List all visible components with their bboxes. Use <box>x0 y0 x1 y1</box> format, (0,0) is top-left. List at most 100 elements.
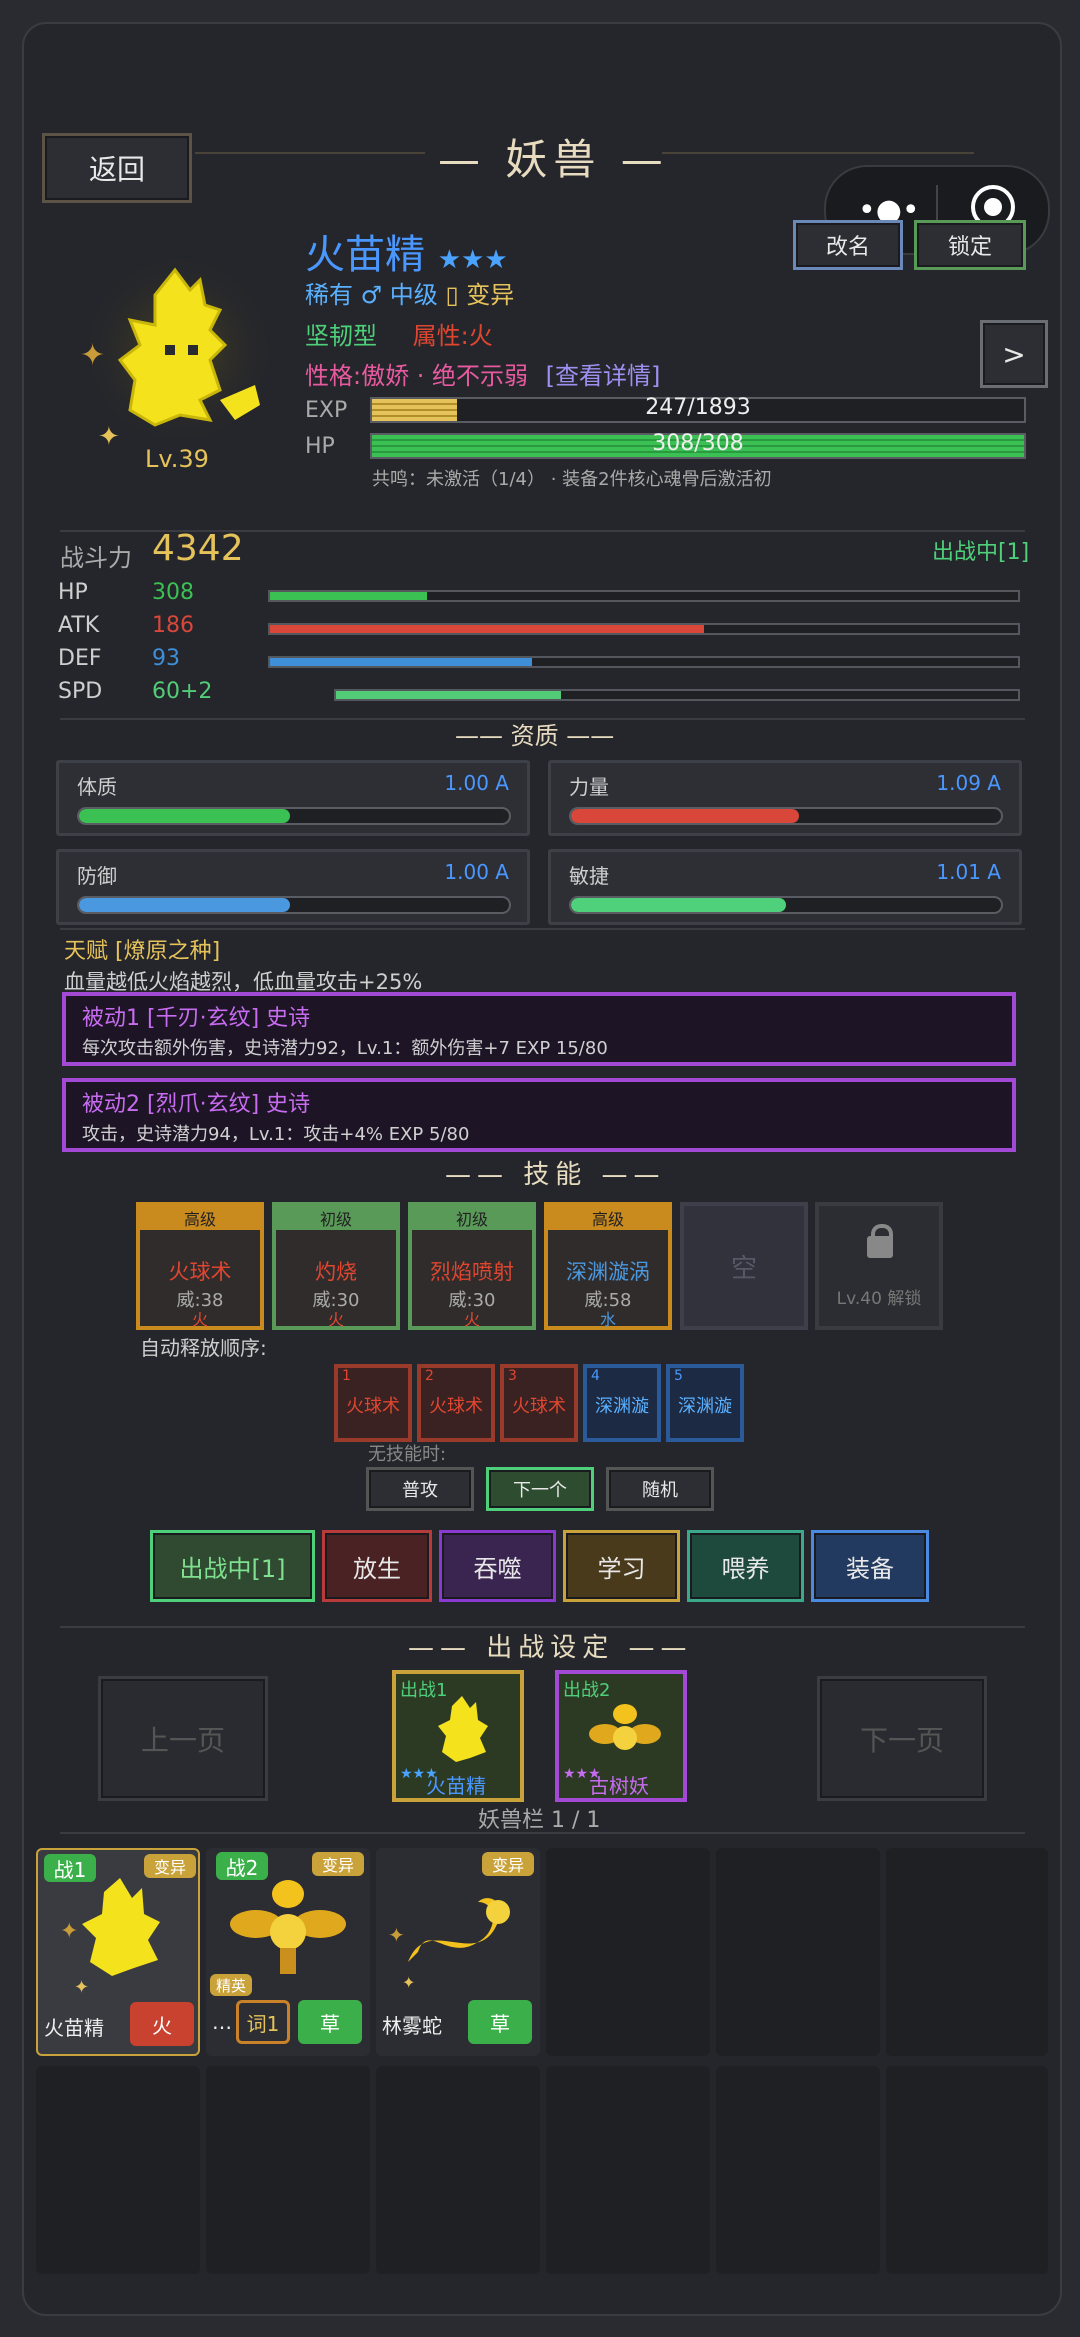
prev-page-button[interactable]: 上一页 <box>98 1676 268 1801</box>
noskill-random-option[interactable]: 随机 <box>606 1467 714 1511</box>
aptitude-title: —— 资质 —— <box>455 722 615 750</box>
stat-bar <box>268 623 1020 635</box>
passive-card-1[interactable]: 被动1 [千刃·玄纹] 史诗 每次攻击额外伤害，史诗潜力92，Lv.1：额外伤害… <box>62 992 1016 1066</box>
noskill-next-option[interactable]: 下一个 <box>486 1467 594 1511</box>
order-number: 3 <box>508 1368 517 1384</box>
pet-tags: 稀有 ♂ 中级 ▯ 变异 <box>305 275 514 310</box>
battle-badge: 战2 <box>216 1852 268 1880</box>
noskill-attack-option[interactable]: 普攻 <box>366 1467 474 1511</box>
learn-button[interactable]: 学习 <box>563 1530 680 1602</box>
prev-label: 上一页 <box>140 1723 225 1757</box>
aptitude-bar-fill <box>571 809 799 823</box>
stat-bar <box>334 689 1020 701</box>
skill-name: 深渊漩涡 <box>566 1260 650 1284</box>
order-item[interactable]: 3 火球术 <box>500 1364 578 1442</box>
order-skill-name: 火球术 <box>512 1396 566 1417</box>
roster-slot-empty <box>546 1848 710 2056</box>
battle-slot-1[interactable]: 出战1 ★★★ 火苗精 <box>392 1670 524 1802</box>
back-button[interactable]: 返回 <box>42 133 192 203</box>
roster-slot-empty <box>886 1848 1048 2056</box>
personality-label: 性格:傲娇 · 绝不示弱 <box>305 362 528 390</box>
aptitude-label: 防御 <box>77 864 117 888</box>
skills-title: —— 技能 —— <box>445 1160 666 1190</box>
deployed-button[interactable]: 出战中[1] <box>150 1530 315 1602</box>
skill-power: 威:30 <box>312 1290 360 1311</box>
hp-label: HP <box>305 434 335 459</box>
tree-spirit-icon <box>230 1880 346 1974</box>
roster-card-1[interactable]: 战1 变异 ✦ ✦ 火苗精 火 <box>36 1848 200 2056</box>
skill-name: 火球术 <box>168 1260 232 1284</box>
star-icon: ★★★ <box>563 1766 601 1782</box>
element-badge: 草 <box>468 2000 532 2044</box>
next-page-button[interactable]: 下一页 <box>817 1676 987 1801</box>
order-item[interactable]: 2 火球术 <box>417 1364 495 1442</box>
divider <box>60 530 1025 532</box>
roster-slot-empty <box>36 2066 200 2274</box>
rarity-label: 稀有 <box>305 281 353 309</box>
order-item[interactable]: 5 深渊漩 <box>666 1364 744 1442</box>
star-icon: ★★★ <box>400 1766 438 1782</box>
skill-card[interactable]: 高级 深渊漩涡 威:58 水 <box>544 1202 672 1330</box>
skill-card[interactable]: 初级 烈焰喷射 威:30 火 <box>408 1202 536 1330</box>
details-link[interactable]: [查看详情] <box>545 362 661 390</box>
aptitude-value: 1.00 A <box>444 860 509 884</box>
skill-slot-locked: Lv.40 解锁 <box>815 1202 943 1330</box>
stat-value: 186 <box>152 613 194 638</box>
stat-value: 60+2 <box>152 679 213 704</box>
rename-button[interactable]: 改名 <box>793 220 903 270</box>
battle-title-text: 出战设定 <box>486 1633 615 1663</box>
stat-bar <box>268 590 1020 602</box>
stat-label: SPD <box>58 679 103 704</box>
empty-slot-label: 空 <box>730 1253 757 1284</box>
lock-label: 锁定 <box>947 235 992 260</box>
button-label: 吞噬 <box>473 1554 522 1583</box>
separator-icon: ▯ <box>445 281 459 309</box>
passive-card-2[interactable]: 被动2 [烈爪·玄纹] 史诗 攻击，史诗潜力94，Lv.1：攻击+4% EXP … <box>62 1078 1016 1152</box>
rename-label: 改名 <box>825 235 870 260</box>
battle-slot-2[interactable]: 出战2 ★★★ 古树妖 <box>555 1670 687 1802</box>
exp-text: 247/1893 <box>645 395 751 420</box>
aptitude-value: 1.09 A <box>936 771 1001 795</box>
equip-button[interactable]: 装备 <box>811 1530 929 1602</box>
aptitude-bar <box>569 807 1003 825</box>
order-item[interactable]: 1 火球术 <box>334 1364 412 1442</box>
release-button[interactable]: 放生 <box>322 1530 432 1602</box>
order-number: 5 <box>674 1368 683 1384</box>
hp-bar-fill <box>372 435 1024 457</box>
roster-card-2[interactable]: 战2 变异 精英 … 词1 草 <box>206 1848 370 2056</box>
fire-sprite-icon: ✦ ✦ <box>80 255 273 452</box>
feed-button[interactable]: 喂养 <box>687 1530 804 1602</box>
word-badge[interactable]: 词1 <box>236 2000 290 2044</box>
serpent-icon: ✦✦ <box>388 1898 510 1992</box>
noskill-label: 无技能时: <box>368 1444 447 1465</box>
skill-slot-empty[interactable]: 空 <box>680 1202 808 1330</box>
order-label: 自动释放顺序: <box>140 1336 267 1360</box>
next-arrow-icon: > <box>1002 337 1026 371</box>
battle-badge: 战1 <box>44 1854 96 1882</box>
stat-value: 93 <box>152 646 180 671</box>
svg-text:✦: ✦ <box>80 338 105 373</box>
devour-button[interactable]: 吞噬 <box>439 1530 556 1602</box>
roster-card-3[interactable]: 变异 ✦ ✦ 林雾蛇 草 <box>376 1848 540 2056</box>
card-name: 林雾蛇 <box>382 2014 442 2038</box>
hp-bar: 308/308 <box>370 431 1026 459</box>
stat-bar <box>268 656 1020 668</box>
next-pet-button[interactable]: > <box>980 320 1048 388</box>
capsule-divider <box>936 185 938 233</box>
stat-bar-fill <box>336 691 562 699</box>
roster-slot-empty <box>376 2066 540 2274</box>
skill-card[interactable]: 高级 火球术 威:38 火 <box>136 1202 264 1330</box>
order-number: 1 <box>342 1368 351 1384</box>
order-item[interactable]: 4 深渊漩 <box>583 1364 661 1442</box>
order-number: 4 <box>591 1368 600 1384</box>
pet-type: 坚韧型 <box>305 322 377 350</box>
aptitude-card: 体质 1.00 A <box>56 760 530 836</box>
skills-title-text: 技能 <box>523 1160 588 1190</box>
back-label: 返回 <box>88 153 145 186</box>
talent-title: 天赋 [燎原之种] <box>64 939 221 964</box>
skill-power: 威:38 <box>176 1290 224 1311</box>
power-label: 战斗力 <box>60 544 132 572</box>
lock-button[interactable]: 锁定 <box>914 220 1026 270</box>
exp-bar-fill <box>372 399 457 421</box>
skill-card[interactable]: 初级 灼烧 威:30 火 <box>272 1202 400 1330</box>
